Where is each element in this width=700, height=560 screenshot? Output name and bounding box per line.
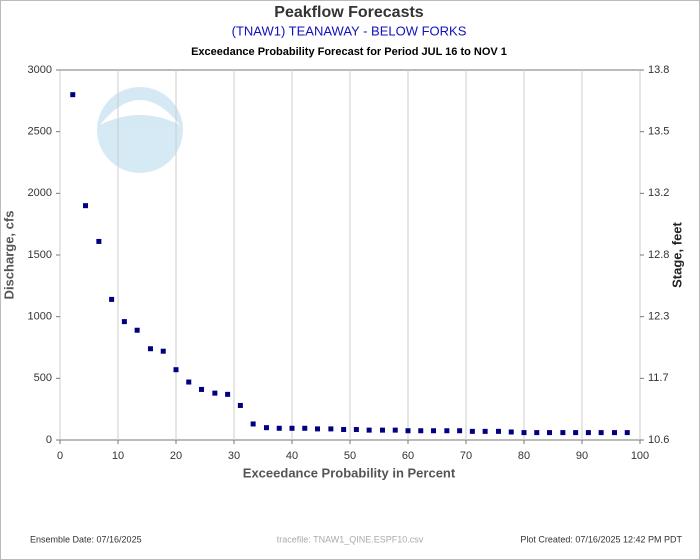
footer-left: Ensemble Date: 07/16/2025 — [30, 534, 142, 544]
point — [353, 427, 359, 433]
point — [598, 430, 604, 436]
point — [444, 428, 450, 434]
y-tick-label: 500 — [34, 372, 52, 384]
point — [237, 402, 243, 408]
y2-tick-label: 12.8 — [648, 249, 669, 261]
x-tick-label: 60 — [402, 450, 414, 462]
footer-center: tracefile: TNAW1_QINE.ESPF10.csv — [277, 534, 424, 544]
point — [70, 92, 76, 98]
footer-right: Plot Created: 07/16/2025 12:42 PM PDT — [520, 534, 682, 544]
chart-title: Peakflow Forecasts — [274, 4, 424, 21]
point — [328, 426, 334, 432]
point — [482, 428, 488, 434]
point — [379, 427, 385, 433]
y-axis-label: Discharge, cfs — [1, 211, 16, 300]
y2-tick-label: 13.5 — [648, 126, 669, 138]
y-tick-label: 2000 — [28, 187, 52, 199]
period: Exceedance Probability Forecast for Peri… — [191, 46, 507, 58]
point — [431, 428, 437, 434]
x-tick-label: 100 — [631, 450, 649, 462]
point — [547, 430, 553, 436]
point — [573, 430, 579, 436]
x-tick-label: 70 — [460, 450, 472, 462]
point — [212, 390, 218, 396]
point — [109, 296, 115, 302]
x-tick-label: 30 — [228, 450, 240, 462]
noaa-logo — [97, 87, 183, 173]
point — [186, 379, 192, 385]
x-tick-label: 90 — [576, 450, 588, 462]
point — [250, 421, 256, 427]
y-tick-label: 2500 — [28, 126, 52, 138]
x-tick-label: 40 — [286, 450, 298, 462]
x-tick-label: 0 — [57, 450, 63, 462]
point — [96, 238, 102, 244]
point — [469, 428, 475, 434]
point — [276, 425, 282, 431]
point — [495, 428, 501, 434]
x-tick-label: 50 — [344, 450, 356, 462]
y2-tick-label: 12.3 — [648, 311, 669, 323]
y-tick-label: 1500 — [28, 249, 52, 261]
x-tick-label: 10 — [112, 450, 124, 462]
point — [521, 430, 527, 436]
x-axis-label: Exceedance Probability in Percent — [243, 465, 456, 480]
point — [302, 425, 308, 431]
point — [585, 430, 591, 436]
point — [457, 428, 463, 434]
x-tick-label: 20 — [170, 450, 182, 462]
y2-tick-label: 10.6 — [648, 434, 669, 446]
y2-tick-label: 11.7 — [648, 372, 669, 384]
point — [392, 427, 398, 433]
x-tick-label: 80 — [518, 450, 530, 462]
y2-tick-label: 13.2 — [648, 187, 669, 199]
point — [134, 327, 140, 333]
point — [225, 391, 231, 397]
point — [83, 203, 89, 209]
point — [611, 430, 617, 436]
point — [624, 430, 630, 436]
y-tick-label: 1000 — [28, 311, 52, 323]
point — [560, 430, 566, 436]
point — [508, 429, 514, 435]
point — [121, 319, 127, 325]
chart-subtitle: (TNAW1) TEANAWAY - BELOW FORKS — [232, 23, 467, 38]
point — [315, 426, 321, 432]
y-tick-label: 3000 — [28, 64, 52, 76]
point — [534, 430, 540, 436]
point — [341, 427, 347, 433]
point — [160, 348, 166, 354]
y2-axis-label: Stage, feet — [669, 221, 684, 287]
point — [199, 386, 205, 392]
point — [405, 428, 411, 434]
point — [147, 346, 153, 352]
point — [289, 425, 295, 431]
point — [366, 427, 372, 433]
y2-tick-label: 13.8 — [648, 64, 669, 76]
point — [173, 367, 179, 373]
point — [418, 428, 424, 434]
point — [263, 425, 269, 431]
y-tick-label: 0 — [46, 434, 52, 446]
